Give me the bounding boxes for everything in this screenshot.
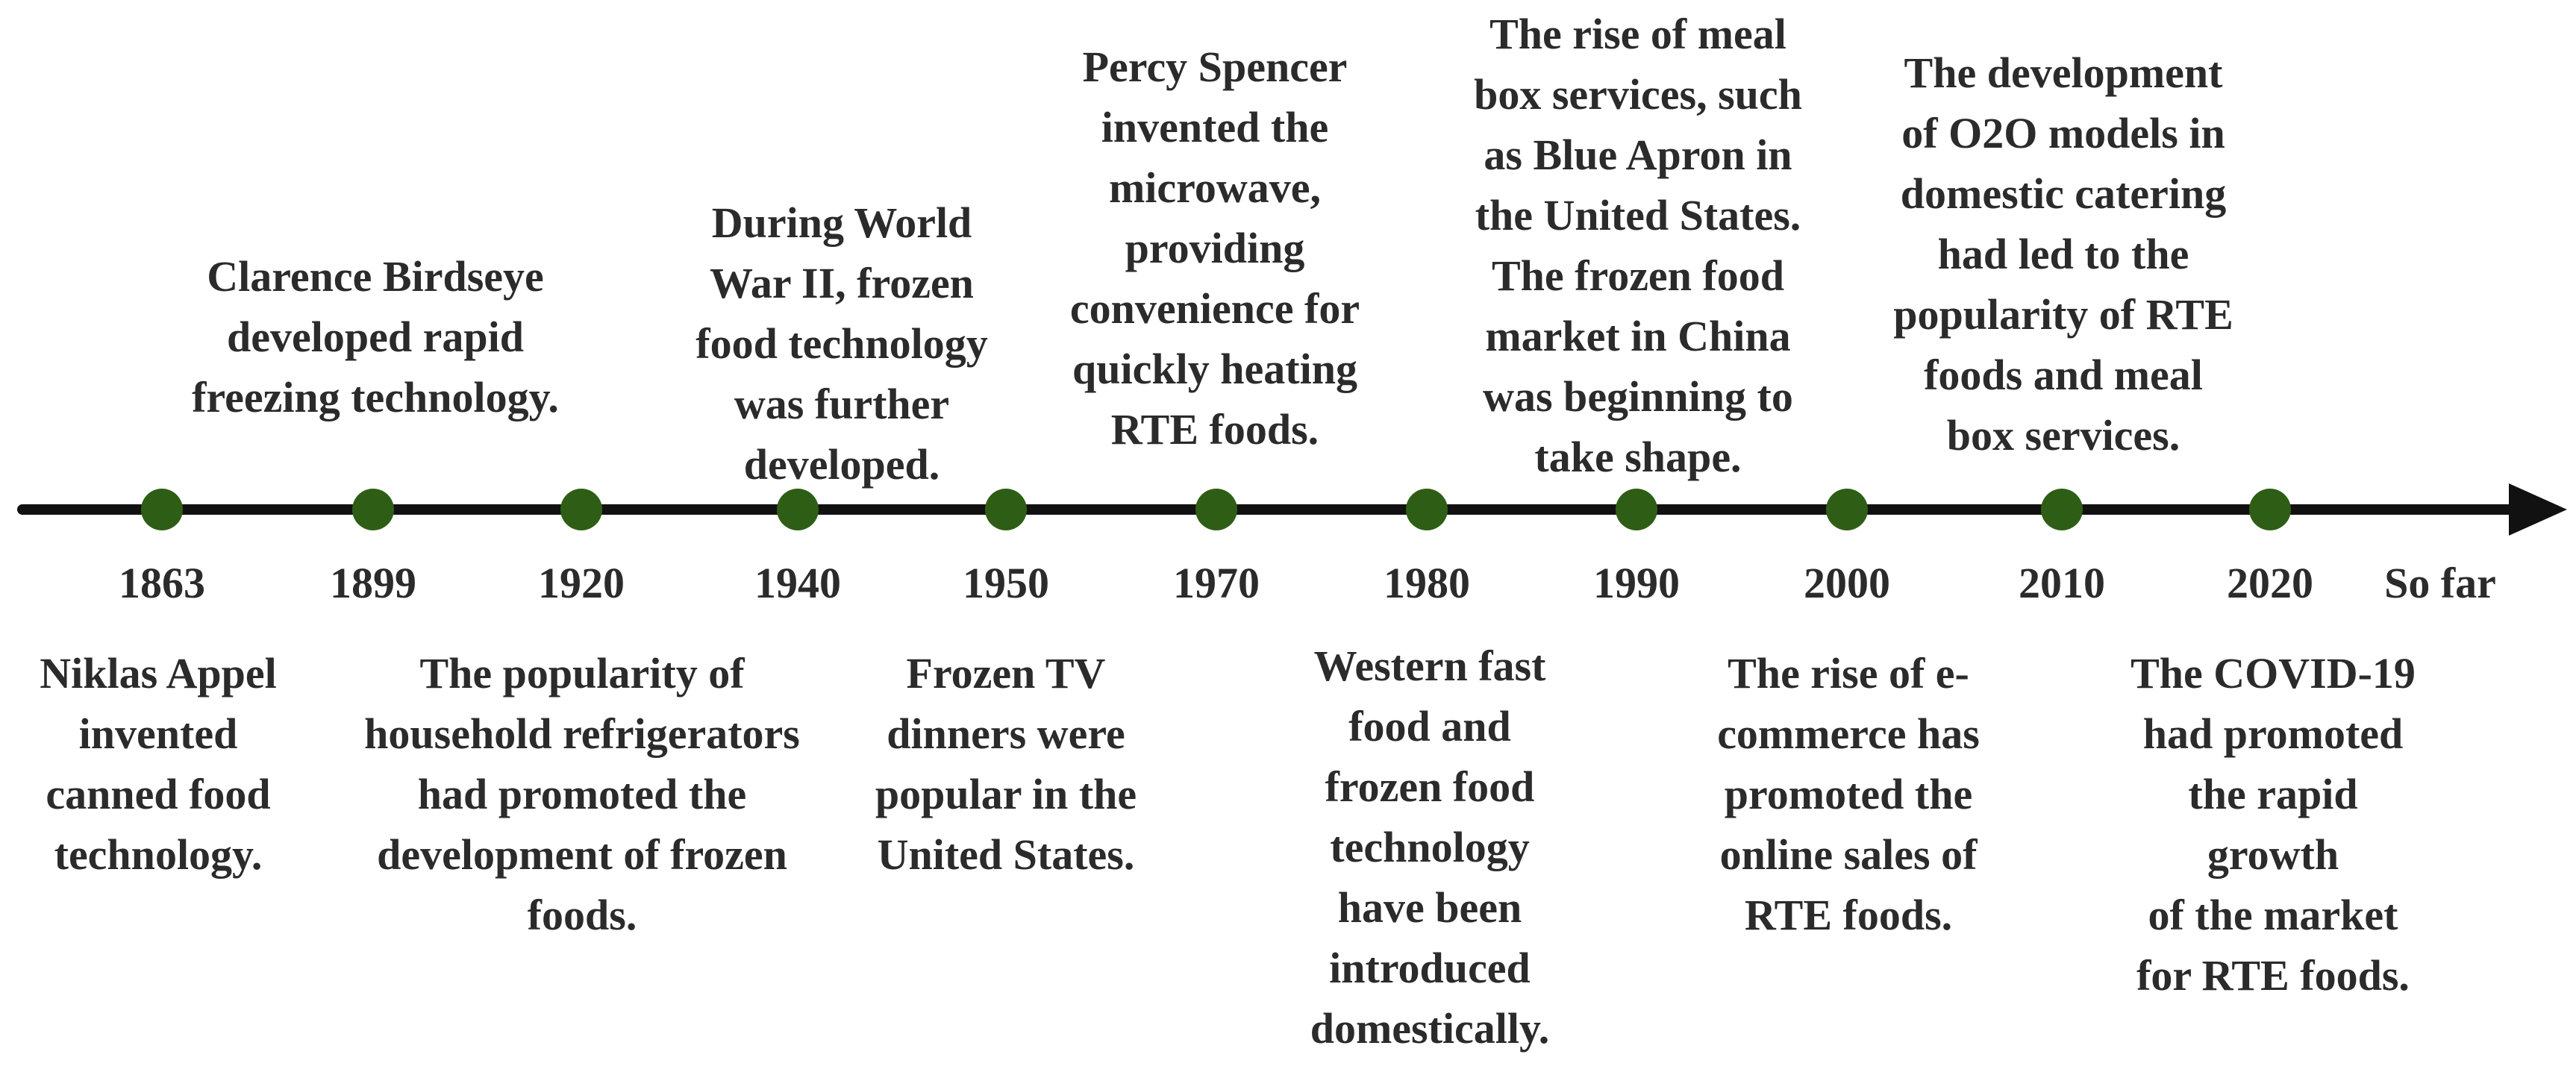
- timeline-markers: [141, 489, 2291, 530]
- event-2000: The rise of e- commerce has promoted the…: [1717, 649, 1980, 939]
- event-1990: The rise of meal box services, such as B…: [1474, 10, 1802, 481]
- year-label-so-far: So far: [2384, 559, 2496, 607]
- year-label-1990: 1990: [1593, 559, 1680, 607]
- year-marker-1980: [1406, 489, 1448, 530]
- year-label-1940: 1940: [754, 559, 841, 607]
- timeline-arrow-head: [2509, 483, 2567, 536]
- event-1899: Clarence Birdseye developed rapid freezi…: [192, 252, 559, 421]
- event-1970: Percy Spencer invented the microwave, pr…: [1069, 43, 1360, 454]
- year-label-2020: 2020: [2227, 559, 2313, 607]
- year-label-1920: 1920: [538, 559, 625, 607]
- year-label-1950: 1950: [963, 559, 1049, 607]
- event-2010: The development of O2O models in domesti…: [1893, 48, 2233, 460]
- year-marker-1990: [1616, 489, 1657, 530]
- year-marker-1899: [352, 489, 394, 530]
- year-label-1863: 1863: [119, 559, 205, 607]
- year-marker-1863: [141, 489, 183, 530]
- year-marker-2000: [1826, 489, 1868, 530]
- year-label-2010: 2010: [2019, 559, 2105, 607]
- year-label-1980: 1980: [1384, 559, 1470, 607]
- year-marker-1970: [1195, 489, 1237, 530]
- event-1980: Western fast food and frozen food techno…: [1310, 642, 1550, 1053]
- year-marker-1950: [985, 489, 1027, 530]
- year-marker-1920: [560, 489, 602, 530]
- year-marker-2020: [2249, 489, 2291, 530]
- event-1950: Frozen TV dinners were popular in the Un…: [875, 649, 1137, 879]
- year-marker-2010: [2041, 489, 2083, 530]
- event-1940: During World War II, frozen food technol…: [695, 198, 988, 489]
- year-label-1970: 1970: [1173, 559, 1260, 607]
- event-1920: The popularity of household refrigerator…: [364, 649, 800, 939]
- event-2020: The COVID-19 had promoted the rapid grow…: [2130, 649, 2416, 1000]
- year-label-1899: 1899: [330, 559, 416, 607]
- year-label-2000: 2000: [1804, 559, 1890, 607]
- event-1863: Niklas Appel invented canned food techno…: [40, 649, 277, 879]
- year-marker-1940: [777, 489, 819, 530]
